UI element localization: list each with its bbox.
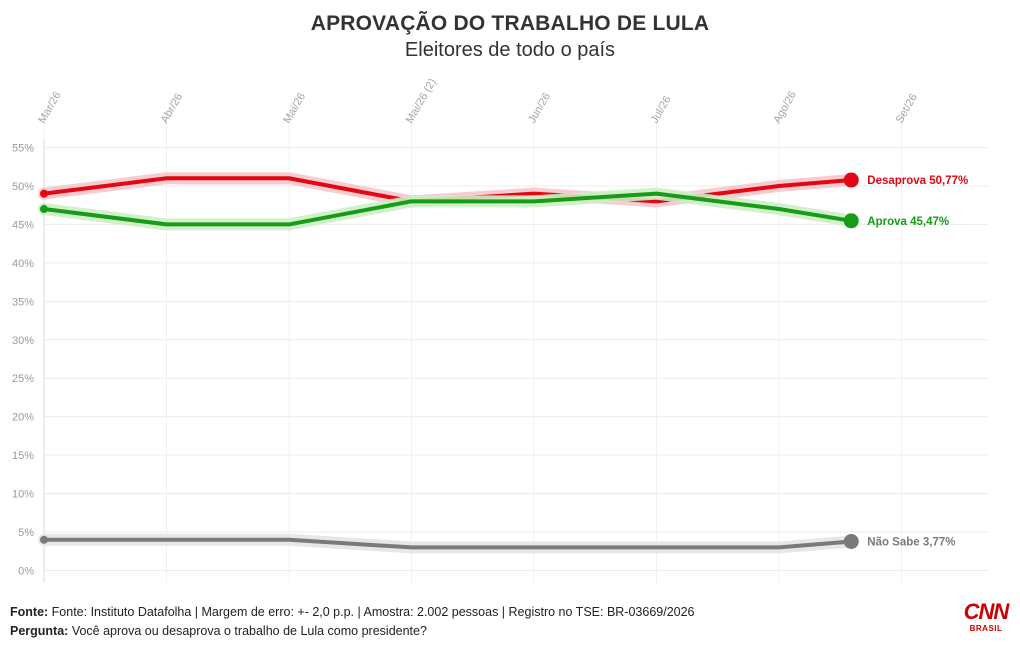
question-text: Você aprova ou desaprova o trabalho de L… bbox=[68, 624, 427, 638]
series-end-label: Aprova 45,47% bbox=[867, 216, 949, 228]
series-end-label: Não Sabe 3,77% bbox=[867, 537, 955, 549]
y-tick-label: 50% bbox=[12, 181, 34, 193]
line-chart: 0% 5% 10% 15% 20% 25% 30% 35% 40% 45% 50% 55% Mar/26… bbox=[12, 77, 988, 583]
chart-title: APROVAÇÃO DO TRABALHO DE LULA bbox=[310, 12, 710, 35]
x-tick-label: Jul/26 bbox=[649, 94, 674, 125]
cnn-brasil-logo: CNN BRASIL bbox=[958, 600, 1014, 640]
y-tick-label: 45% bbox=[12, 219, 34, 231]
y-tick-label: 35% bbox=[12, 296, 34, 308]
y-tick-label: 55% bbox=[12, 143, 34, 155]
x-tick-label: Jun/26 bbox=[526, 91, 553, 126]
series-line bbox=[42, 537, 854, 550]
series-start-point bbox=[40, 205, 48, 214]
x-tick-label: Abr/26 bbox=[159, 91, 186, 125]
question-label: Pergunta: bbox=[10, 624, 69, 638]
y-tick-label: 40% bbox=[12, 258, 34, 270]
source-text: Fonte: Instituto Datafolha | Margem de e… bbox=[48, 605, 695, 619]
logo-main-text: CNN bbox=[963, 599, 1010, 624]
question-note: Pergunta: Você aprova ou desaprova o tra… bbox=[10, 624, 427, 638]
chart-subtitle: Eleitores de todo o país bbox=[404, 39, 616, 61]
y-tick-label: 30% bbox=[12, 335, 34, 347]
y-tick-label: 10% bbox=[12, 489, 34, 501]
x-tick-label: Set/26 bbox=[894, 92, 920, 126]
series-glow bbox=[38, 187, 858, 231]
x-tick-label: Mai/26 bbox=[281, 91, 308, 126]
x-tick-label: Ago/26 bbox=[771, 89, 799, 125]
series-start-point bbox=[40, 189, 48, 198]
x-tick-label: Mar/26 bbox=[36, 90, 64, 126]
y-tick-label: 5% bbox=[18, 527, 34, 539]
y-tick-label: 0% bbox=[18, 566, 34, 578]
series-end-label: Desaprova 50,77% bbox=[867, 175, 968, 187]
series-end-point bbox=[843, 213, 859, 229]
x-tick-label: Mai/26 (2) bbox=[404, 77, 439, 126]
series-start-point bbox=[40, 535, 48, 544]
logo-sub-text: BRASIL bbox=[969, 624, 1003, 633]
y-tick-label: 20% bbox=[12, 412, 34, 424]
y-tick-label: 25% bbox=[12, 373, 34, 385]
series-line bbox=[42, 191, 854, 227]
y-tick-label: 15% bbox=[12, 450, 34, 462]
source-label: Fonte: bbox=[10, 605, 49, 619]
series-end-point bbox=[843, 172, 859, 188]
series-end-point bbox=[843, 534, 859, 550]
source-note: Fonte: Fonte: Instituto Datafolha | Marg… bbox=[10, 605, 695, 619]
